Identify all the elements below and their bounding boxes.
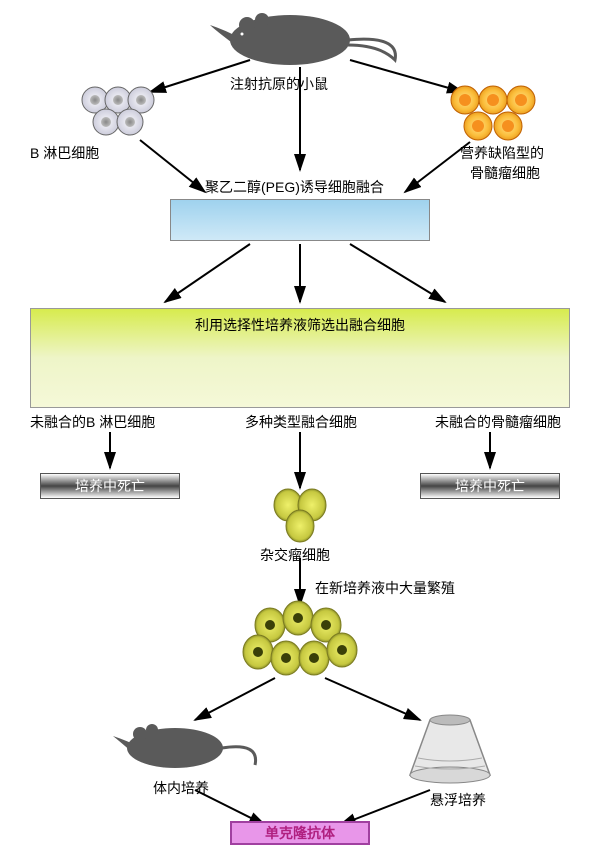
dead-bar-left: 培养中死亡 [40,473,180,499]
label-unfused-m: 未融合的骨髓瘤细胞 [435,412,561,432]
hybridoma-icon [274,489,326,542]
arrow [140,140,205,192]
flask-icon [410,715,490,783]
arrow [165,244,250,302]
arrow [340,790,430,825]
monoclonal-box: 单克隆抗体 [230,821,370,845]
proliferated-cells-icon [243,601,357,675]
label-in-vivo: 体内培养 [153,778,209,798]
mouse-top-icon [210,13,395,65]
arrow [325,678,420,720]
label-proliferate: 在新培养液中大量繁殖 [315,578,455,598]
label-mouse-top: 注射抗原的小鼠 [230,74,328,94]
arrow [195,678,275,720]
label-myeloma: 营养缺陷型的 [460,143,544,163]
select-box: 利用选择性培养液筛选出融合细胞 [30,308,570,408]
label-fusion: 聚乙二醇(PEG)诱导细胞融合 [205,177,384,197]
label-suspension: 悬浮培养 [430,790,486,810]
label-myeloma2: 骨髓瘤细胞 [470,163,540,183]
mouse-bottom-icon [113,724,256,768]
label-fused-types: 多种类型融合细胞 [245,412,357,432]
dead-bar-right: 培养中死亡 [420,473,560,499]
fusion-box [170,199,430,241]
select-title: 利用选择性培养液筛选出融合细胞 [31,315,569,335]
label-b-cells: B 淋巴细胞 [30,143,99,163]
b-cells-icon [82,87,154,135]
label-unfused-b: 未融合的B 淋巴细胞 [30,412,155,432]
myeloma-cells-icon [451,86,535,140]
label-hybridoma: 杂交瘤细胞 [260,545,330,565]
arrow [350,244,445,302]
arrow [350,60,463,92]
